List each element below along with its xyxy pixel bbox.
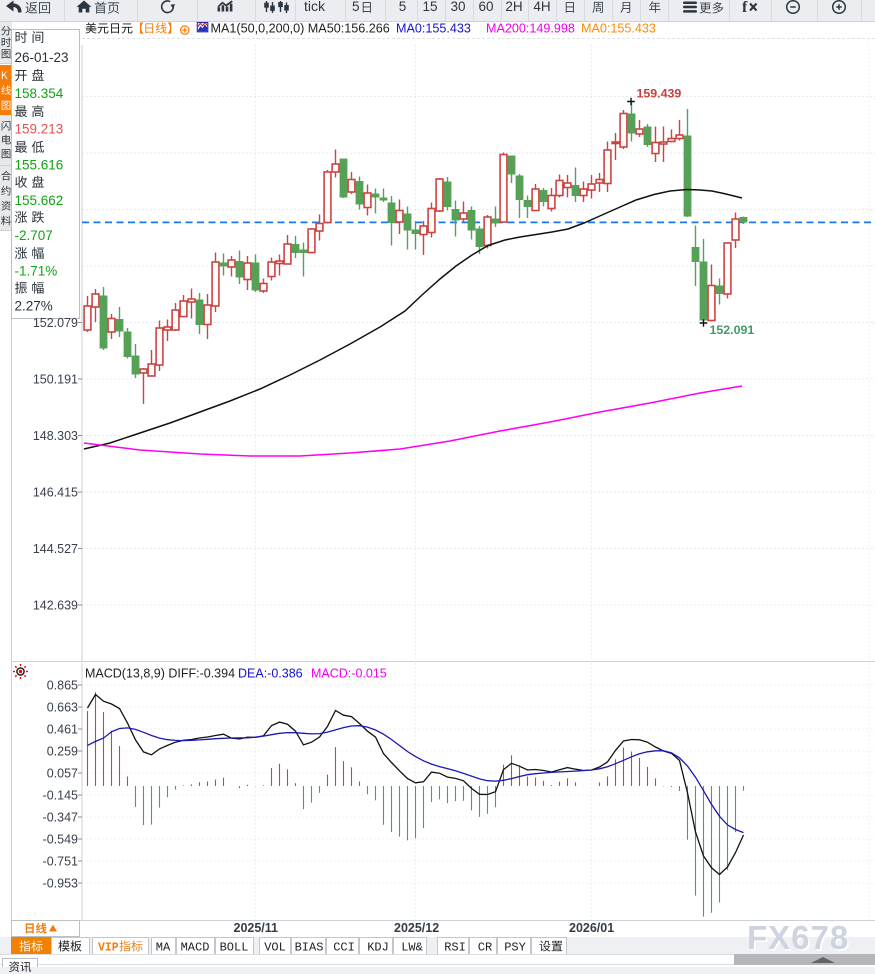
svg-text:tick: tick (304, 0, 326, 14)
svg-text:CR: CR (478, 941, 492, 955)
svg-text:FX678: FX678 (749, 921, 851, 958)
svg-text:152.079: 152.079 (33, 316, 78, 330)
svg-text:RSI: RSI (444, 941, 466, 955)
svg-text:146.415: 146.415 (33, 485, 78, 499)
svg-text:DEA:-0.386: DEA:-0.386 (238, 667, 303, 681)
svg-text:0.259: 0.259 (47, 744, 78, 758)
svg-text:144.527: 144.527 (33, 542, 78, 556)
svg-text:-0.751: -0.751 (43, 854, 78, 868)
svg-text:5: 5 (352, 0, 360, 14)
svg-text:155.662: 155.662 (15, 193, 64, 208)
svg-text:BOLL: BOLL (220, 941, 249, 955)
svg-text:CCI: CCI (333, 941, 355, 955)
svg-text:-2.707: -2.707 (15, 228, 53, 243)
svg-text:155.616: 155.616 (15, 157, 64, 172)
svg-text:MACD:-0.015: MACD:-0.015 (311, 667, 387, 681)
svg-text:158.354: 158.354 (15, 86, 64, 101)
svg-text:MA: MA (156, 941, 171, 955)
svg-text:FX678: FX678 (747, 919, 849, 956)
svg-text:-1.71%: -1.71% (15, 263, 58, 278)
svg-text:BIAS: BIAS (295, 941, 324, 955)
svg-text:2025/11: 2025/11 (234, 921, 279, 935)
svg-text:VIP: VIP (98, 942, 119, 955)
svg-text:0.057: 0.057 (47, 766, 78, 780)
svg-text:MA200:149.998: MA200:149.998 (486, 21, 575, 35)
svg-text:-0.145: -0.145 (43, 788, 78, 802)
svg-text:150.191: 150.191 (33, 372, 78, 386)
svg-text:142.639: 142.639 (33, 598, 78, 612)
svg-text:2025/12: 2025/12 (394, 921, 439, 935)
svg-text:MA1(50,0,200,0) MA50:156.266: MA1(50,0,200,0) MA50:156.266 (211, 21, 390, 35)
svg-text:VOL: VOL (264, 941, 286, 955)
svg-text:159.213: 159.213 (15, 121, 64, 136)
svg-text:-0.953: -0.953 (43, 876, 78, 890)
svg-text:KDJ: KDJ (367, 941, 389, 955)
svg-text:148.303: 148.303 (33, 429, 78, 443)
svg-text:0.461: 0.461 (47, 722, 78, 736)
svg-text:2026/01: 2026/01 (569, 921, 614, 935)
svg-text:159.439: 159.439 (637, 87, 682, 101)
svg-text:MACD: MACD (181, 941, 210, 955)
svg-text:MA0:155.433: MA0:155.433 (396, 21, 471, 35)
svg-text:f: f (742, 0, 748, 16)
svg-text:60: 60 (478, 0, 493, 14)
svg-text:PSY: PSY (504, 941, 526, 955)
svg-text:5: 5 (399, 0, 407, 14)
svg-text:MA0:155.433: MA0:155.433 (581, 21, 656, 35)
svg-text:30: 30 (450, 0, 465, 14)
svg-text:2.27%: 2.27% (15, 298, 53, 313)
svg-text:26-01-23: 26-01-23 (15, 50, 69, 65)
svg-text:-0.347: -0.347 (43, 810, 78, 824)
svg-text:LW&: LW& (401, 941, 423, 955)
svg-text:MACD(13,8,9) DIFF:-0.394: MACD(13,8,9) DIFF:-0.394 (85, 667, 235, 681)
svg-text:0.663: 0.663 (47, 700, 78, 714)
svg-text:15: 15 (422, 0, 437, 14)
svg-text:4H: 4H (533, 0, 550, 14)
svg-text:2H: 2H (505, 0, 522, 14)
svg-text:0.865: 0.865 (47, 678, 78, 692)
svg-text:-0.549: -0.549 (43, 832, 78, 846)
svg-text:152.091: 152.091 (710, 323, 755, 337)
